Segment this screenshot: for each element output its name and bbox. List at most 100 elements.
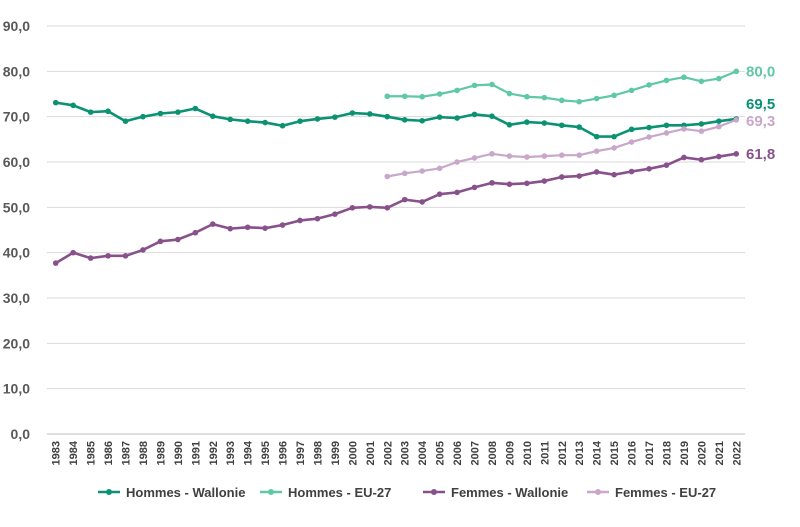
series-line: [55, 152, 737, 265]
y-tick-label: 10,0: [3, 381, 30, 397]
data-point: [192, 105, 199, 112]
y-tick-label: 50,0: [3, 199, 30, 215]
data-point: [489, 113, 495, 120]
data-point: [681, 74, 687, 81]
data-point: [576, 152, 583, 158]
data-point: [122, 253, 129, 259]
data-point: [489, 81, 495, 88]
legend-label: Femmes - EU-27: [615, 485, 716, 500]
data-point: [140, 113, 146, 120]
data-point: [70, 102, 76, 109]
x-tick-label: 2010: [522, 441, 534, 465]
x-tick-label: 1993: [225, 441, 237, 465]
x-tick-label: 1997: [295, 441, 307, 465]
data-point: [140, 247, 146, 253]
x-tick-label: 2002: [382, 441, 394, 465]
data-point: [384, 113, 391, 120]
data-point: [419, 93, 425, 100]
data-point: [314, 116, 321, 122]
data-point: [733, 151, 740, 157]
data-point: [244, 224, 251, 231]
data-point: [716, 75, 722, 82]
data-point: [209, 221, 216, 227]
data-point: [541, 153, 548, 159]
data-point: [401, 170, 408, 177]
data-point: [698, 128, 705, 134]
data-point: [401, 196, 408, 203]
data-point: [105, 108, 111, 115]
x-tick-label: 2003: [400, 441, 412, 465]
legend-item: Hommes - EU-27: [260, 485, 391, 500]
data-point: [541, 120, 548, 126]
y-tick-label: 90,0: [3, 18, 30, 34]
x-tick-label: 2011: [539, 441, 551, 465]
legend-item: Hommes - Wallonie: [98, 485, 245, 500]
data-point: [663, 130, 670, 136]
data-point: [646, 166, 652, 172]
series-lines: [52, 68, 740, 266]
x-tick-label: 2004: [417, 440, 429, 465]
data-point: [349, 110, 356, 116]
x-tick-label: 2008: [487, 441, 499, 465]
data-point: [506, 122, 513, 128]
data-point: [524, 93, 530, 100]
x-tick-label: 2013: [574, 441, 586, 465]
end-value-label: 80,0: [746, 63, 775, 80]
data-point: [401, 117, 408, 123]
x-tick-label: 1991: [190, 441, 202, 465]
data-point: [611, 171, 617, 178]
x-tick-label: 2018: [661, 441, 673, 465]
data-point: [646, 82, 652, 88]
data-point: [646, 124, 652, 131]
data-point: [611, 145, 617, 151]
data-point: [698, 78, 705, 85]
series-3: [384, 117, 740, 180]
x-tick-label: 2007: [470, 441, 482, 465]
data-point: [681, 126, 687, 132]
x-tick-label: 1989: [155, 441, 167, 465]
data-point: [349, 204, 356, 211]
data-point: [314, 215, 321, 222]
x-tick-label: 1986: [103, 441, 115, 465]
data-point: [471, 155, 478, 161]
end-labels: 69,5 80,0 61,8 69,3: [746, 63, 775, 163]
data-point: [558, 122, 565, 129]
data-point: [332, 114, 338, 120]
y-tick-label: 30,0: [3, 290, 30, 306]
data-point: [471, 82, 478, 89]
data-point: [506, 90, 513, 97]
data-point: [419, 199, 425, 205]
y-tick-label: 60,0: [3, 154, 30, 170]
series-line: [55, 101, 737, 138]
data-point: [558, 152, 565, 158]
y-tick-label: 70,0: [3, 109, 30, 125]
x-tick-label: 2021: [714, 441, 726, 465]
data-point: [297, 118, 303, 124]
data-point: [227, 225, 234, 232]
data-point: [52, 260, 59, 266]
gridlines: [47, 25, 745, 390]
data-point: [576, 173, 583, 179]
data-point: [209, 113, 216, 120]
data-point: [175, 109, 181, 115]
data-point: [157, 110, 164, 117]
data-point: [524, 119, 530, 125]
y-tick-label: 0,0: [11, 426, 31, 442]
x-tick-label: 1999: [330, 441, 342, 465]
data-point: [733, 68, 740, 75]
x-tick-label: 1984: [68, 440, 80, 465]
legend-swatch-marker: [106, 489, 112, 495]
data-point: [454, 159, 460, 165]
x-tick-label: 2015: [609, 441, 621, 465]
data-point: [663, 122, 670, 129]
series-1: [384, 68, 740, 105]
data-point: [401, 93, 408, 100]
data-point: [384, 204, 391, 211]
x-tick-label: 2022: [731, 441, 743, 465]
end-value-label: 61,8: [746, 146, 775, 163]
data-point: [524, 154, 530, 160]
data-point: [524, 180, 530, 187]
data-point: [262, 119, 268, 126]
legend-swatch-marker: [431, 489, 437, 495]
